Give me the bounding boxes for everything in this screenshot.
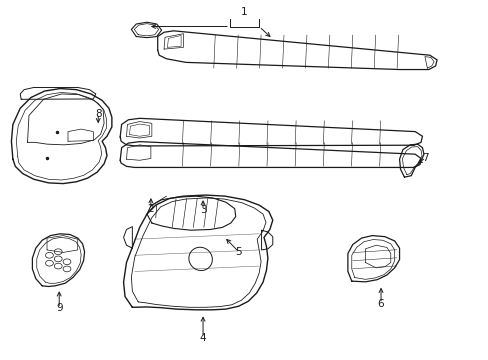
Text: 2: 2 [147,204,154,215]
Text: 3: 3 [199,206,206,216]
Text: 1: 1 [241,7,247,17]
Text: 6: 6 [377,299,384,309]
Text: 8: 8 [95,109,102,119]
Text: 7: 7 [422,153,428,163]
Text: 5: 5 [235,247,242,257]
Text: 9: 9 [56,303,62,314]
Text: 4: 4 [199,333,206,343]
